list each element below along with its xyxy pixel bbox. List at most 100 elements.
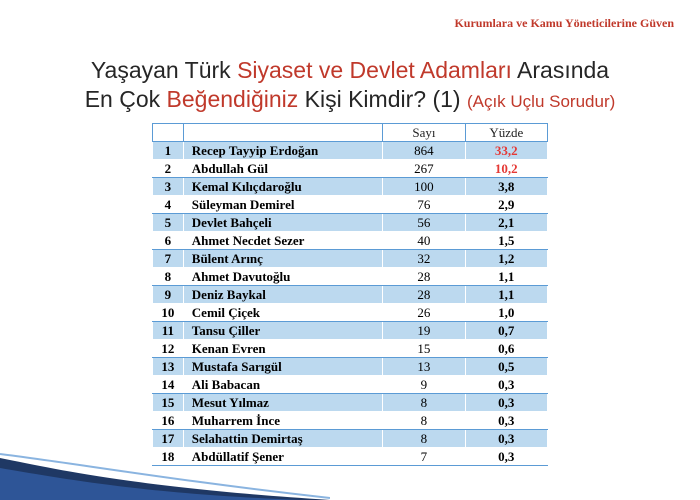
row-percent: 0,3 [464, 447, 549, 466]
row-name: Süleyman Demirel [182, 195, 384, 214]
row-percent: 1,2 [464, 249, 549, 268]
row-percent: 10,2 [464, 159, 549, 178]
row-count: 8 [382, 411, 466, 430]
row-number: 7 [152, 249, 184, 268]
row-name: Kenan Evren [182, 339, 384, 358]
header-cell-name [182, 123, 384, 142]
table-row: 16 Muharrem İnce 8 0,3 [152, 411, 549, 430]
table-row: 17 Selahattin Demirtaş 8 0,3 [152, 429, 549, 448]
row-count: 100 [382, 177, 466, 196]
row-number: 13 [152, 357, 184, 376]
row-count: 76 [382, 195, 466, 214]
row-percent: 1,1 [464, 285, 549, 304]
table-row: 7 Bülent Arınç 32 1,2 [152, 249, 549, 268]
table-row: 15 Mesut Yılmaz 8 0,3 [152, 393, 549, 412]
row-count: 19 [382, 321, 466, 340]
row-number: 2 [152, 159, 184, 178]
row-count: 28 [382, 267, 466, 286]
row-number: 11 [152, 321, 184, 340]
row-percent: 0,3 [464, 411, 549, 430]
title-text: Yaşayan Türk [90, 57, 238, 83]
table-row: 4 Süleyman Demirel 76 2,9 [152, 195, 549, 214]
row-number: 5 [152, 213, 184, 232]
row-number: 15 [152, 393, 184, 412]
header-cell-sayi: Sayı [382, 123, 466, 142]
row-name: Mustafa Sarıgül [182, 357, 384, 376]
row-number: 1 [152, 141, 184, 160]
row-count: 13 [382, 357, 466, 376]
row-number: 4 [152, 195, 184, 214]
table-row: 5 Devlet Bahçeli 56 2,1 [152, 213, 549, 232]
table-body: 1 Recep Tayyip Erdoğan 864 33,2 2 Abdullah Gü… [152, 141, 549, 466]
row-count: 267 [382, 159, 466, 178]
row-name: Recep Tayyip Erdoğan [182, 141, 384, 160]
row-count: 26 [382, 303, 466, 322]
row-count: 864 [382, 141, 466, 160]
row-percent: 2,9 [464, 195, 549, 214]
table-row: 11 Tansu Çiller 19 0,7 [152, 321, 549, 340]
row-number: 14 [152, 375, 184, 394]
row-percent: 0,3 [464, 429, 549, 448]
title-highlight: Beğendiğiniz [166, 86, 299, 112]
row-name: Devlet Bahçeli [182, 213, 384, 232]
header-tag: Kurumlara ve Kamu Yöneticilerine Güven [454, 16, 674, 30]
row-name: Abdüllatif Şener [182, 447, 384, 466]
row-percent: 33,2 [464, 141, 549, 160]
row-name: Ahmet Necdet Sezer [182, 231, 384, 250]
results-table-wrapper: Sayı Yüzde 1 Recep Tayyip Erdoğan 864 33,2 2… [152, 123, 549, 466]
row-percent: 1,0 [464, 303, 549, 322]
row-count: 32 [382, 249, 466, 268]
row-number: 12 [152, 339, 184, 358]
row-name: Deniz Baykal [182, 285, 384, 304]
row-count: 8 [382, 429, 466, 448]
row-number: 6 [152, 231, 184, 250]
row-name: Muharrem İnce [182, 411, 384, 430]
table-row: 14 Ali Babacan 9 0,3 [152, 375, 549, 394]
row-name: Ali Babacan [182, 375, 384, 394]
row-percent: 0,7 [464, 321, 549, 340]
row-number: 17 [152, 429, 184, 448]
row-name: Cemil Çiçek [182, 303, 384, 322]
row-number: 8 [152, 267, 184, 286]
title-text: Arasında [511, 57, 610, 83]
row-percent: 0,5 [464, 357, 549, 376]
row-name: Bülent Arınç [182, 249, 384, 268]
row-name: Abdullah Gül [182, 159, 384, 178]
row-number: 10 [152, 303, 184, 322]
row-name: Mesut Yılmaz [182, 393, 384, 412]
row-count: 8 [382, 393, 466, 412]
row-count: 28 [382, 285, 466, 304]
table-header-row: Sayı Yüzde [152, 123, 549, 142]
row-number: 16 [152, 411, 184, 430]
table-row: 18 Abdüllatif Şener 7 0,3 [152, 447, 549, 466]
row-percent: 1,1 [464, 267, 549, 286]
table-row: 13 Mustafa Sarıgül 13 0,5 [152, 357, 549, 376]
table-row: 10 Cemil Çiçek 26 1,0 [152, 303, 549, 322]
row-number: 3 [152, 177, 184, 196]
row-percent: 0,6 [464, 339, 549, 358]
table-row: 9 Deniz Baykal 28 1,1 [152, 285, 549, 304]
row-percent: 0,3 [464, 393, 549, 412]
row-percent: 3,8 [464, 177, 549, 196]
row-name: Kemal Kılıçdaroğlu [182, 177, 384, 196]
row-count: 15 [382, 339, 466, 358]
row-count: 56 [382, 213, 466, 232]
row-percent: 1,5 [464, 231, 549, 250]
title-highlight: Siyaset ve Devlet Adamları [237, 57, 512, 83]
title-line-2: En Çok Beğendiğiniz Kişi Kimdir? (1) (Aç… [0, 85, 700, 116]
title-line-1: Yaşayan Türk Siyaset ve Devlet Adamları … [0, 56, 700, 85]
table-row: 6 Ahmet Necdet Sezer 40 1,5 [152, 231, 549, 250]
row-number: 9 [152, 285, 184, 304]
row-name: Selahattin Demirtaş [182, 429, 384, 448]
row-percent: 2,1 [464, 213, 549, 232]
row-name: Ahmet Davutoğlu [182, 267, 384, 286]
decorative-swoosh [0, 453, 330, 500]
row-percent: 0,3 [464, 375, 549, 394]
title-note: (Açık Uçlu Sorudur) [466, 92, 616, 111]
table-row: 1 Recep Tayyip Erdoğan 864 33,2 [152, 141, 549, 160]
row-count: 9 [382, 375, 466, 394]
title-text: Kişi Kimdir? (1) [298, 86, 467, 112]
page-title: Yaşayan Türk Siyaset ve Devlet Adamları … [0, 56, 700, 116]
row-name: Tansu Çiller [182, 321, 384, 340]
table-row: 8 Ahmet Davutoğlu 28 1,1 [152, 267, 549, 286]
